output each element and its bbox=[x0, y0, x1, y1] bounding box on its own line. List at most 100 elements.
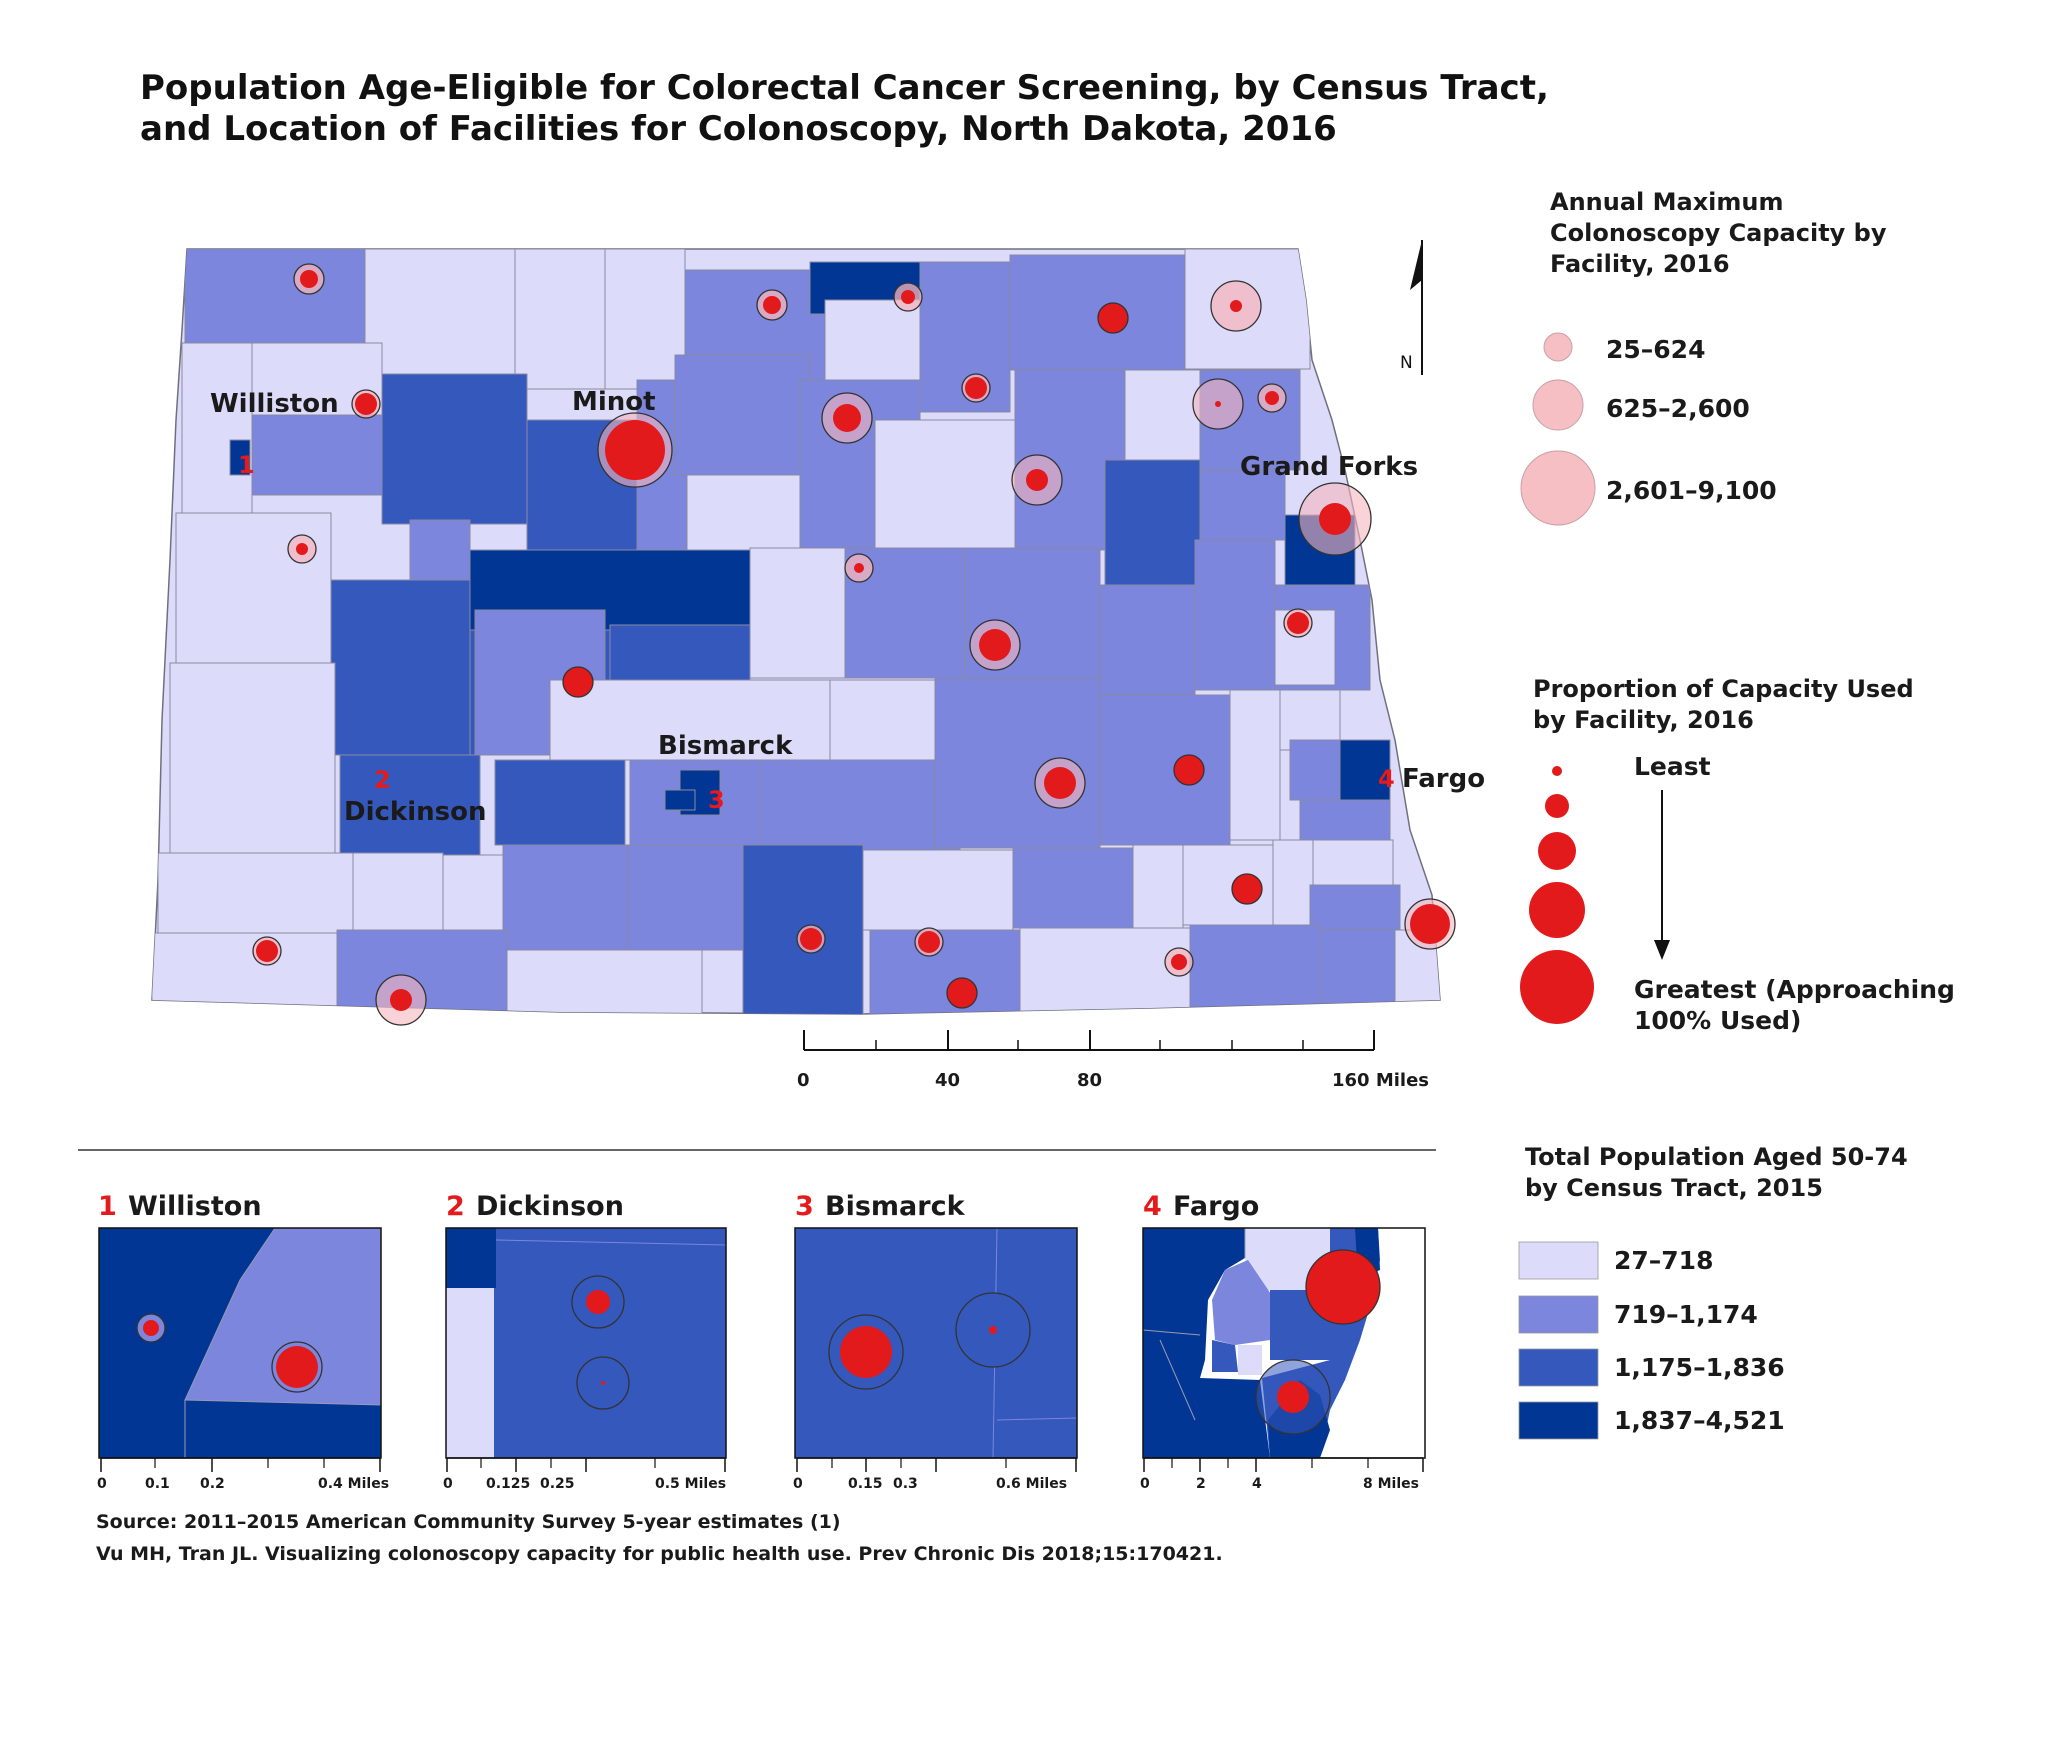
facility-marker bbox=[1192, 378, 1244, 430]
city-labels: Williston 1 Minot Grand Forks Bismarck 3… bbox=[210, 387, 1485, 827]
inset-fargo: 4 Fargo 0 2 4 8 Miles bbox=[1140, 1191, 1426, 1492]
facility-marker bbox=[1097, 302, 1129, 334]
tract bbox=[1019, 927, 1191, 1014]
tract bbox=[1199, 469, 1286, 541]
inset-3-scale-1: 0.15 bbox=[848, 1476, 883, 1492]
tract bbox=[759, 759, 961, 851]
capacity-legend-title-3: Facility, 2016 bbox=[1550, 250, 1730, 278]
tract bbox=[502, 844, 629, 951]
facility-marker bbox=[293, 263, 325, 295]
tract bbox=[514, 249, 606, 390]
inset-2-scale-1: 0.125 bbox=[486, 1476, 530, 1492]
tract bbox=[1229, 689, 1281, 841]
capacity-legend-title-2: Colonoscopy Capacity by bbox=[1550, 219, 1887, 247]
capacity-small-swatch bbox=[1543, 332, 1573, 362]
facility-marker bbox=[287, 534, 317, 564]
inset-1-scale-2: 0.2 bbox=[200, 1476, 225, 1492]
tract bbox=[1099, 584, 1196, 696]
tract bbox=[869, 929, 1021, 1014]
tract bbox=[175, 512, 332, 664]
tract bbox=[604, 249, 686, 390]
tract bbox=[1104, 459, 1206, 586]
scale-tick-0: 0 bbox=[797, 1070, 810, 1091]
tract bbox=[1312, 839, 1394, 891]
facility-marker bbox=[597, 412, 673, 488]
title-line-2: and Location of Facilities for Colonosco… bbox=[140, 109, 1337, 149]
inset-3-number: 3 bbox=[795, 1191, 814, 1222]
population-legend-title-2: by Census Tract, 2015 bbox=[1525, 1174, 1823, 1202]
facility-marker bbox=[1173, 754, 1205, 786]
inset-3-scale-0: 0 bbox=[793, 1476, 803, 1492]
inset-2-number: 2 bbox=[446, 1191, 465, 1222]
facility-marker bbox=[961, 373, 991, 403]
north-arrow-icon bbox=[1410, 240, 1422, 290]
city-label-grand-forks: Grand Forks bbox=[1240, 452, 1418, 482]
inset-callout-3: 3 bbox=[708, 786, 725, 814]
inset-3-title: Bismarck bbox=[825, 1191, 966, 1222]
population-class-2: 719–1,174 bbox=[1614, 1300, 1758, 1329]
tract bbox=[181, 342, 253, 514]
inset-4-scale-3: 8 Miles bbox=[1363, 1476, 1419, 1492]
main-scale-bar: 0 40 80 160 Miles bbox=[797, 1030, 1429, 1091]
north-arrow: N bbox=[1400, 240, 1423, 375]
city-label-bismarck: Bismarck bbox=[658, 731, 793, 761]
proportion-legend: Proportion of Capacity Used by Facility,… bbox=[1520, 675, 1955, 1035]
tract bbox=[1339, 739, 1391, 801]
census-tracts bbox=[152, 249, 1440, 1014]
capacity-large-swatch bbox=[1520, 450, 1596, 526]
tract bbox=[1012, 847, 1134, 929]
proportion-least-label: Least bbox=[1634, 752, 1711, 781]
facility-marker bbox=[351, 389, 381, 419]
population-class-4: 1,837–4,521 bbox=[1614, 1406, 1785, 1435]
inset-bismarck: 3 Bismarck 0 0.15 0.3 0.6 Miles bbox=[793, 1191, 1078, 1492]
tract bbox=[862, 849, 1014, 931]
title-line-1: Population Age-Eligible for Colorectal C… bbox=[140, 68, 1549, 108]
tract bbox=[1299, 799, 1391, 841]
inset-dickinson: 2 Dickinson 0 0.125 0.25 0.5 Miles bbox=[443, 1191, 727, 1492]
tract bbox=[251, 414, 383, 496]
tract bbox=[184, 249, 366, 344]
inset-2-scale-2: 0.25 bbox=[540, 1476, 575, 1492]
population-class-3: 1,175–1,836 bbox=[1614, 1353, 1785, 1382]
source-note: Source: 2011–2015 American Community Sur… bbox=[96, 1511, 1223, 1565]
tract bbox=[330, 579, 472, 756]
proportion-greatest-label-2: 100% Used) bbox=[1634, 1006, 1801, 1035]
facilities bbox=[252, 263, 1456, 1026]
facility-marker bbox=[375, 974, 427, 1026]
tract bbox=[1009, 254, 1186, 371]
inset-2-scale-0: 0 bbox=[443, 1476, 453, 1492]
tract bbox=[749, 547, 846, 679]
facility-marker bbox=[844, 553, 874, 583]
tract bbox=[152, 932, 338, 1014]
population-class-1: 27–718 bbox=[1614, 1246, 1713, 1275]
tract bbox=[824, 299, 926, 381]
tract bbox=[352, 852, 444, 934]
inset-4-scale-0: 0 bbox=[1140, 1476, 1150, 1492]
city-label-dickinson: Dickinson bbox=[344, 797, 486, 827]
proportion-dot-5 bbox=[1520, 950, 1594, 1024]
capacity-class-2: 625–2,600 bbox=[1606, 394, 1750, 423]
tract bbox=[1099, 694, 1231, 846]
north-label: N bbox=[1400, 353, 1413, 373]
tract bbox=[1189, 924, 1321, 1014]
facility-marker bbox=[1257, 383, 1287, 413]
proportion-legend-title-1: Proportion of Capacity Used bbox=[1533, 675, 1914, 703]
inset-callout-2: 2 bbox=[374, 766, 391, 794]
capacity-class-1: 25–624 bbox=[1606, 335, 1705, 364]
inset-1-scale-0: 0 bbox=[97, 1476, 107, 1492]
city-label-minot: Minot bbox=[572, 387, 656, 417]
facility-marker bbox=[252, 936, 282, 966]
tract bbox=[1132, 844, 1184, 931]
proportion-dot-1 bbox=[1552, 766, 1562, 776]
source-line-1: Source: 2011–2015 American Community Sur… bbox=[96, 1511, 841, 1533]
tract bbox=[364, 249, 516, 375]
facility-marker bbox=[893, 282, 923, 312]
city-label-williston: Williston bbox=[210, 389, 339, 419]
proportion-legend-title-2: by Facility, 2016 bbox=[1533, 706, 1754, 734]
population-swatch-3 bbox=[1518, 1348, 1599, 1387]
tract bbox=[409, 519, 471, 581]
facility-marker bbox=[1210, 280, 1262, 332]
tract bbox=[674, 354, 811, 476]
facility-marker bbox=[1283, 608, 1313, 638]
